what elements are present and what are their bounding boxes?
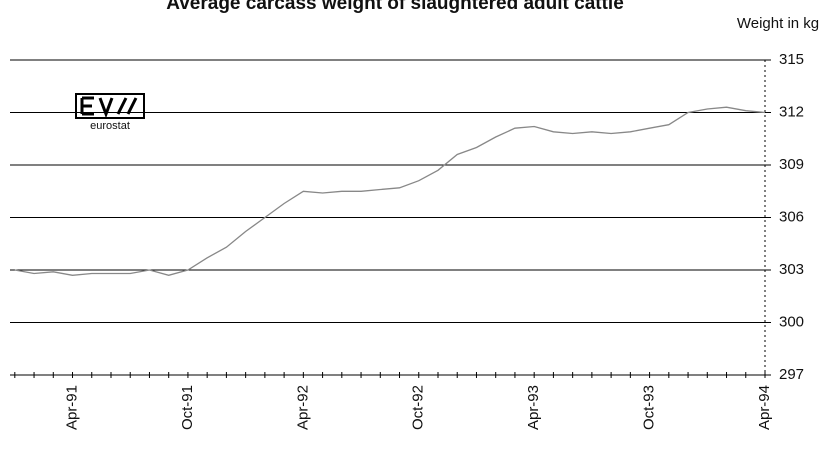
data-line <box>14 106 766 276</box>
x-tick-label: Apr-91 <box>63 385 80 430</box>
logo-mark <box>80 96 138 119</box>
x-tick-label: Oct-91 <box>179 385 196 430</box>
x-tick-label: Apr-92 <box>294 385 311 430</box>
logo-text: eurostat <box>90 120 130 132</box>
y-tick-label: 315 <box>779 51 804 68</box>
y-tick-label: 309 <box>779 156 804 173</box>
x-tick-label: Oct-93 <box>641 385 658 430</box>
x-tick-label: Oct-92 <box>410 385 427 430</box>
y-axis-label: Weight in kg <box>737 15 819 32</box>
y-tick-label: 300 <box>779 313 804 330</box>
y-tick-label: 312 <box>779 103 804 120</box>
x-tick-label: Apr-93 <box>525 385 542 430</box>
logo: eurostat <box>75 93 145 132</box>
y-tick-label: 297 <box>779 366 804 383</box>
y-tick-label: 303 <box>779 261 804 278</box>
y-tick-label: 306 <box>779 208 804 225</box>
chart-title: Average carcass weight of slaughtered ad… <box>166 0 624 14</box>
x-tick-label: Apr-94 <box>756 385 773 430</box>
